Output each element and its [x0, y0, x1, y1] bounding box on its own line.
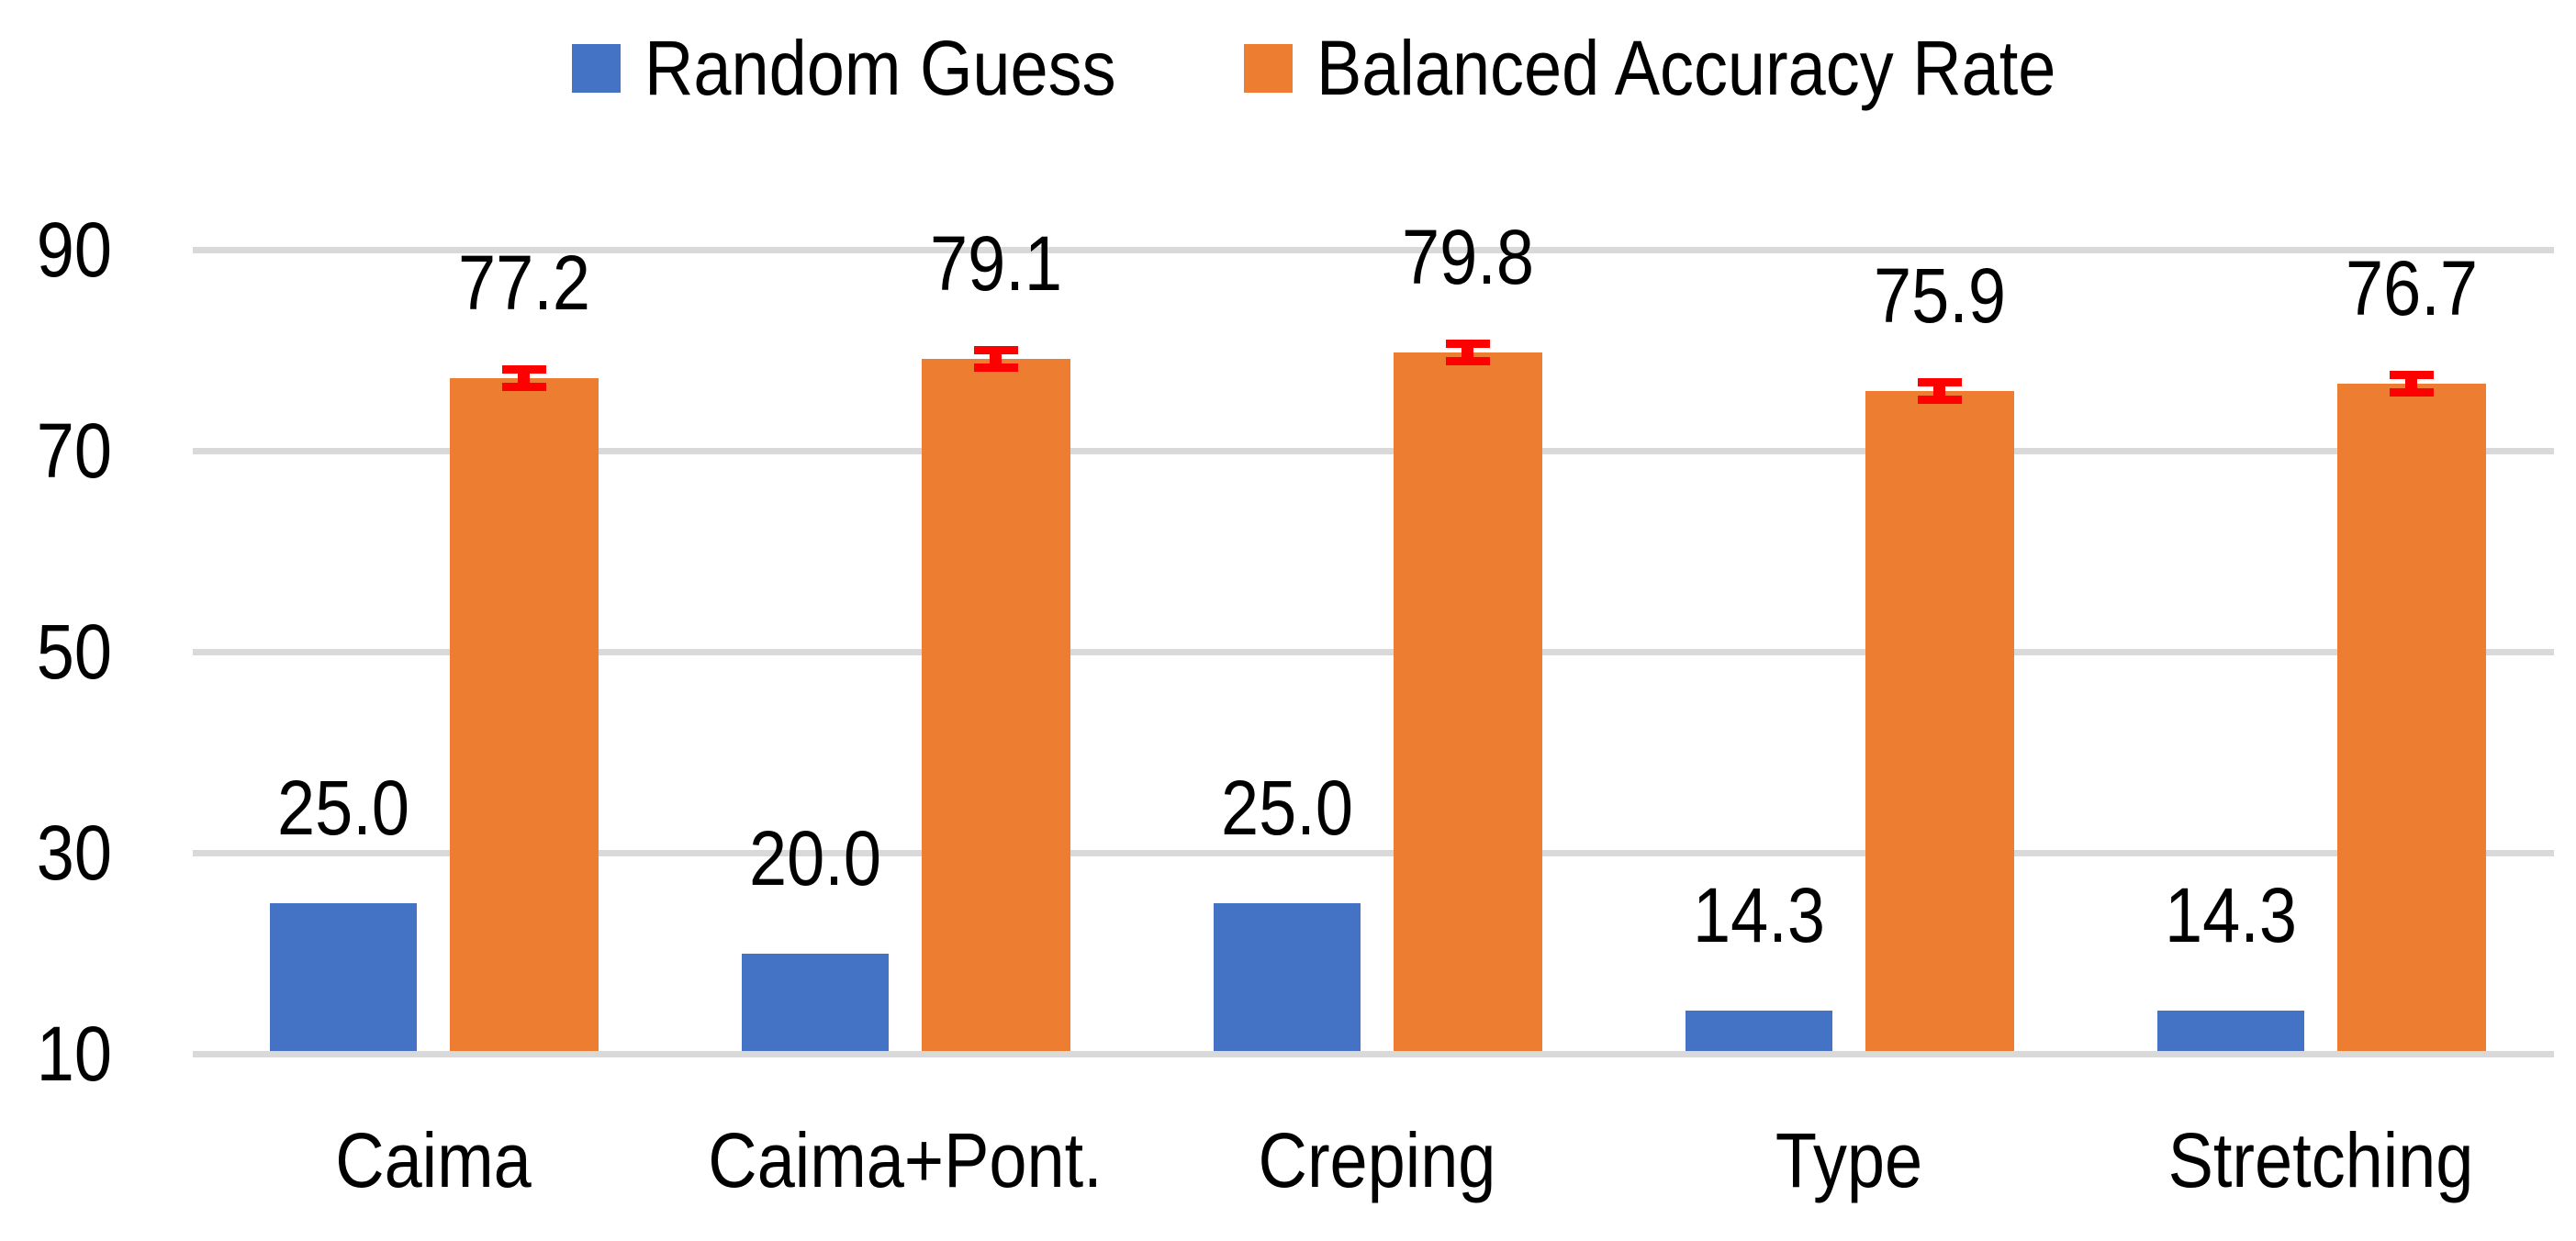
- data-label-random-guess-caima-pont-: 20.0: [749, 814, 881, 901]
- data-label-balanced-accuracy-rate-caima: 77.2: [458, 240, 590, 327]
- bar-balanced-accuracy-rate-type: [1865, 391, 2014, 1054]
- error-bar-stem-icon: [2405, 370, 2417, 397]
- gridline-50: [193, 649, 2554, 655]
- y-tick-label-90: 90: [36, 207, 112, 293]
- legend-item-balanced-accuracy-rate: Balanced Accuracy Rate: [1244, 29, 2156, 106]
- data-label-random-guess-caima: 25.0: [277, 764, 409, 851]
- error-bar-stretching: [2390, 370, 2434, 397]
- x-axis-label-caima: Caima: [335, 1117, 532, 1203]
- data-label-random-guess-creping: 25.0: [1221, 764, 1353, 851]
- error-bar-stem-icon: [1933, 378, 1945, 405]
- data-label-random-guess-stretching: 14.3: [2165, 871, 2297, 958]
- y-tick-label-10: 10: [36, 1011, 112, 1097]
- error-bar-stem-icon: [518, 365, 530, 392]
- gridline-30: [193, 850, 2554, 856]
- bar-balanced-accuracy-rate-creping: [1394, 352, 1542, 1054]
- error-bar-stem-icon: [990, 346, 1002, 373]
- legend-swatch-balanced-accuracy-rate-icon: [1244, 43, 1294, 93]
- bar-random-guess-stretching: [2157, 1010, 2304, 1054]
- legend-item-random-guess: Random Guess: [571, 25, 1181, 111]
- bar-random-guess-caima-pont-: [742, 953, 889, 1054]
- bar-random-guess-caima: [270, 902, 417, 1054]
- data-label-balanced-accuracy-rate-caima-pont-: 79.1: [930, 220, 1062, 307]
- bar-random-guess-type: [1686, 1010, 1832, 1054]
- error-bar-creping: [1446, 339, 1490, 365]
- gridline-90: [193, 247, 2554, 253]
- x-axis-label-type: Type: [1775, 1117, 1923, 1203]
- legend-label-random-guess: Random Guess: [644, 25, 1116, 111]
- bar-balanced-accuracy-rate-stretching: [2337, 383, 2486, 1054]
- legend-swatch-random-guess-icon: [571, 43, 621, 93]
- bar-balanced-accuracy-rate-caima: [450, 378, 599, 1054]
- x-axis-line: [193, 1051, 2554, 1057]
- error-bar-caima: [502, 365, 546, 392]
- y-tick-label-30: 30: [36, 810, 112, 896]
- y-tick-label-50: 50: [36, 609, 112, 695]
- x-axis-label-creping: Creping: [1258, 1117, 1496, 1203]
- legend: Random Guess Balanced Accuracy Rate: [76, 15, 2576, 121]
- data-label-balanced-accuracy-rate-stretching: 76.7: [2346, 244, 2478, 331]
- legend-label-balanced-accuracy-rate: Balanced Accuracy Rate: [1316, 25, 2056, 111]
- gridline-70: [193, 448, 2554, 454]
- data-label-balanced-accuracy-rate-type: 75.9: [1874, 252, 2006, 340]
- error-bar-caima-pont-: [974, 346, 1018, 373]
- error-bar-type: [1918, 378, 1962, 405]
- y-tick-label-70: 70: [36, 408, 112, 494]
- bar-balanced-accuracy-rate-caima-pont-: [922, 359, 1070, 1054]
- error-bar-stem-icon: [1462, 339, 1473, 365]
- data-label-random-guess-type: 14.3: [1693, 871, 1825, 958]
- x-axis-label-stretching: Stretching: [2167, 1117, 2474, 1203]
- data-label-balanced-accuracy-rate-creping: 79.8: [1402, 213, 1534, 300]
- x-axis-label-caima-pont-: Caima+Pont.: [708, 1117, 1103, 1203]
- bar-random-guess-creping: [1214, 902, 1361, 1054]
